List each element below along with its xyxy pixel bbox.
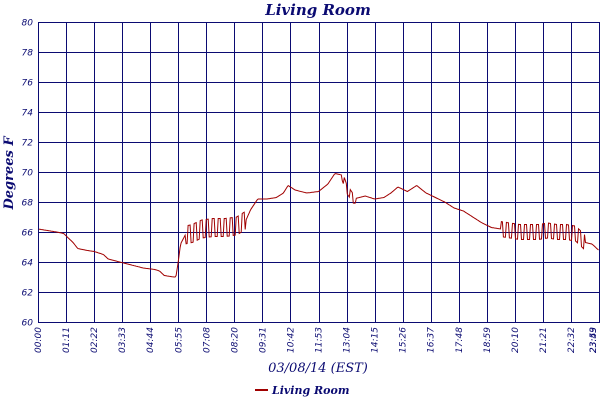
- x-tick-label: 00:00: [34, 327, 44, 353]
- chart-title: Living Room: [264, 1, 371, 19]
- y-tick-label: 64: [22, 259, 34, 269]
- x-tick-label: 07:08: [202, 327, 212, 353]
- y-tick-label: 70: [22, 169, 34, 179]
- x-tick-label: 10:42: [286, 327, 296, 353]
- x-tick-label: 01:11: [62, 327, 72, 353]
- legend-label: Living Room: [271, 384, 349, 397]
- x-tick-label: 17:48: [455, 327, 465, 353]
- y-tick-label: 66: [22, 229, 34, 239]
- y-tick-label: 60: [22, 319, 34, 329]
- series-line-living-room: [37, 173, 599, 278]
- series-lines: [37, 173, 599, 278]
- x-tick-label: 13:04: [343, 327, 353, 353]
- x-tick-label: 21:21: [539, 327, 549, 353]
- y-axis-label: Degrees F: [2, 136, 17, 211]
- y-tick-label: 68: [22, 199, 34, 209]
- x-tick-labels: 00:00 01:11 02:22 03:33 04:44 05:55 07:08 08:20…: [34, 327, 599, 353]
- grid-lines: [38, 22, 600, 323]
- legend: Living Room: [255, 384, 349, 397]
- y-tick-label: 80: [22, 19, 34, 29]
- y-tick-label: 78: [22, 49, 34, 59]
- x-tick-label: 23:43: [589, 327, 599, 353]
- x-tick-label: 16:37: [427, 327, 437, 353]
- x-tick-label: 05:55: [174, 327, 184, 353]
- x-tick-label: 04:44: [146, 327, 156, 353]
- x-tick-label: 18:59: [483, 327, 493, 353]
- x-tick-label: 22:32: [567, 327, 577, 353]
- x-tick-label: 23:59: [589, 327, 599, 353]
- x-tick-label: 02:22: [90, 327, 100, 353]
- x-tick-label: 11:53: [315, 327, 325, 353]
- y-tick-label: 74: [22, 109, 34, 119]
- y-tick-label: 72: [22, 139, 34, 149]
- x-tick-label: 03:33: [118, 327, 128, 353]
- x-axis-label: 03/08/14 (EST): [268, 361, 368, 376]
- x-tick-label: 08:20: [230, 327, 240, 353]
- x-tick-label: 20:10: [511, 327, 521, 353]
- x-tick-label: 14:15: [371, 327, 381, 353]
- y-tick-labels: 60 62 64 66 68 70 72 74 76 78 80: [22, 19, 34, 329]
- y-tick-label: 62: [22, 289, 34, 299]
- x-tick-label: 15:26: [399, 327, 409, 353]
- x-tick-label: 09:31: [258, 327, 268, 353]
- y-tick-label: 76: [22, 79, 34, 89]
